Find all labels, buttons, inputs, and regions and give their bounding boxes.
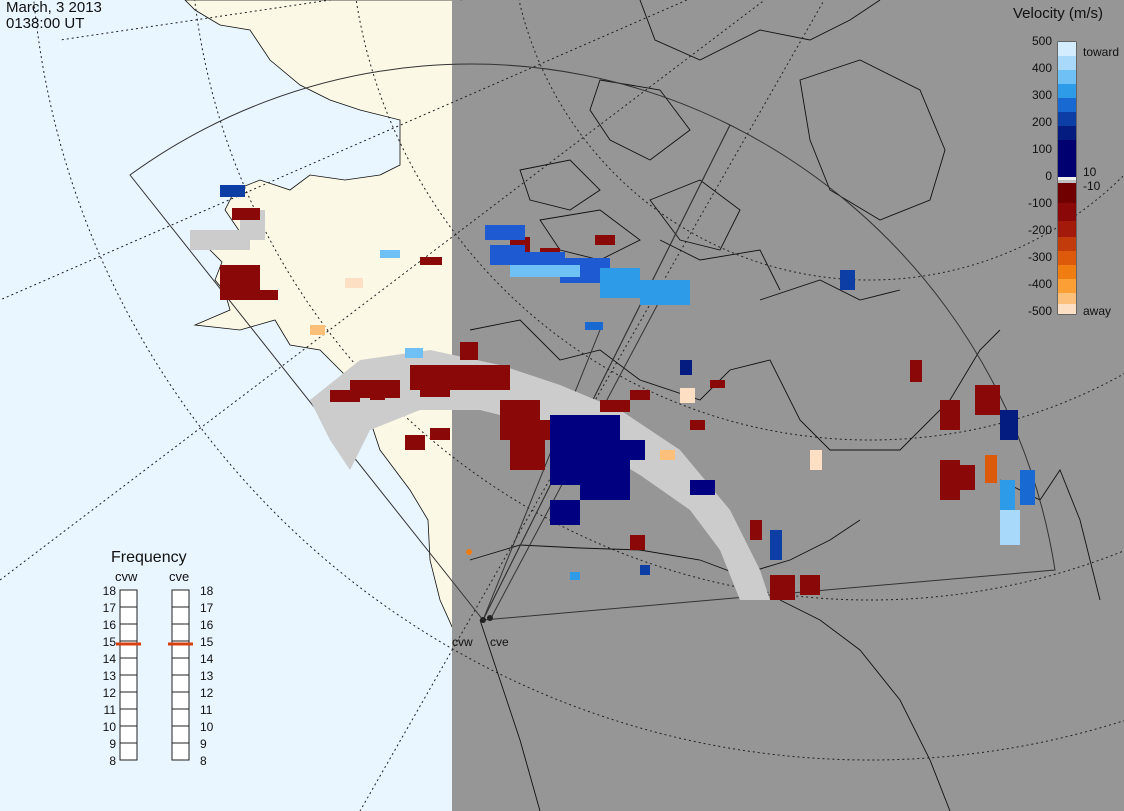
away-label: away xyxy=(1083,304,1112,318)
legend-tick: -300 xyxy=(1027,250,1052,264)
freq-scale-left: 9 xyxy=(109,737,116,751)
site-cvw-marker xyxy=(480,617,486,623)
freq-scale-right: 13 xyxy=(200,669,214,683)
legend-tick-minus10: -10 xyxy=(1083,179,1101,193)
legend-tick: -500 xyxy=(1027,304,1052,318)
legend-tick: 400 xyxy=(1031,61,1052,75)
time-label: 0138:00 UT xyxy=(6,15,85,32)
freq-scale-left: 10 xyxy=(102,720,116,734)
legend-tick: 0 xyxy=(1045,169,1052,183)
legend-tick: -200 xyxy=(1027,223,1052,237)
legend-tick: 300 xyxy=(1031,88,1052,102)
site-cve-marker xyxy=(487,615,493,621)
legend-tick-plus10: 10 xyxy=(1083,165,1097,179)
site-inset-marker xyxy=(466,549,472,555)
freq-scale-right: 12 xyxy=(200,686,214,700)
radar-sites xyxy=(466,549,493,623)
frequency-gauge-lines xyxy=(120,606,189,744)
freq-scale-right: 14 xyxy=(200,652,214,666)
legend-tick: 200 xyxy=(1031,115,1052,129)
freq-scale-left: 13 xyxy=(102,669,116,683)
legend-tick: 500 xyxy=(1031,34,1052,48)
site-label-cve: cve xyxy=(490,635,509,649)
freq-scale-right: 16 xyxy=(200,618,214,632)
freq-scale-left: 18 xyxy=(102,584,116,598)
freq-scale-right: 10 xyxy=(200,720,214,734)
freq-scale-left: 14 xyxy=(102,652,116,666)
freq-scale-right: 8 xyxy=(200,754,207,768)
freq-scale-right: 17 xyxy=(200,601,214,615)
velocity-colorbar xyxy=(1057,41,1077,315)
freq-scale-right: 18 xyxy=(200,584,214,598)
legend-tick: -400 xyxy=(1027,277,1052,291)
freq-scale-right: 15 xyxy=(200,635,214,649)
velocity-legend-title: Velocity (m/s) xyxy=(1013,5,1104,22)
radar-name-cve: cve xyxy=(169,569,190,584)
freq-scale-right: 9 xyxy=(200,737,207,751)
freq-scale-left: 8 xyxy=(109,754,116,768)
legend-tick: 100 xyxy=(1031,142,1052,156)
toward-label: toward xyxy=(1083,45,1120,59)
date-label: March, 3 2013 xyxy=(6,0,102,16)
site-label-cvw: cvw xyxy=(452,635,473,649)
velocity-toward-cells xyxy=(220,185,1035,580)
velocity-away-light-cells xyxy=(310,278,997,483)
freq-scale-right: 11 xyxy=(200,703,213,717)
velocity-away-cells xyxy=(220,208,1000,600)
legend-tick: -100 xyxy=(1027,196,1052,210)
freq-scale-left: 12 xyxy=(102,686,116,700)
freq-scale-left: 16 xyxy=(102,618,116,632)
freq-scale-left: 11 xyxy=(103,703,116,717)
frequency-title: Frequency xyxy=(111,549,187,566)
freq-scale-left: 17 xyxy=(102,601,116,615)
radar-name-cvw: cvw xyxy=(115,569,138,584)
freq-scale-left: 15 xyxy=(102,635,116,649)
